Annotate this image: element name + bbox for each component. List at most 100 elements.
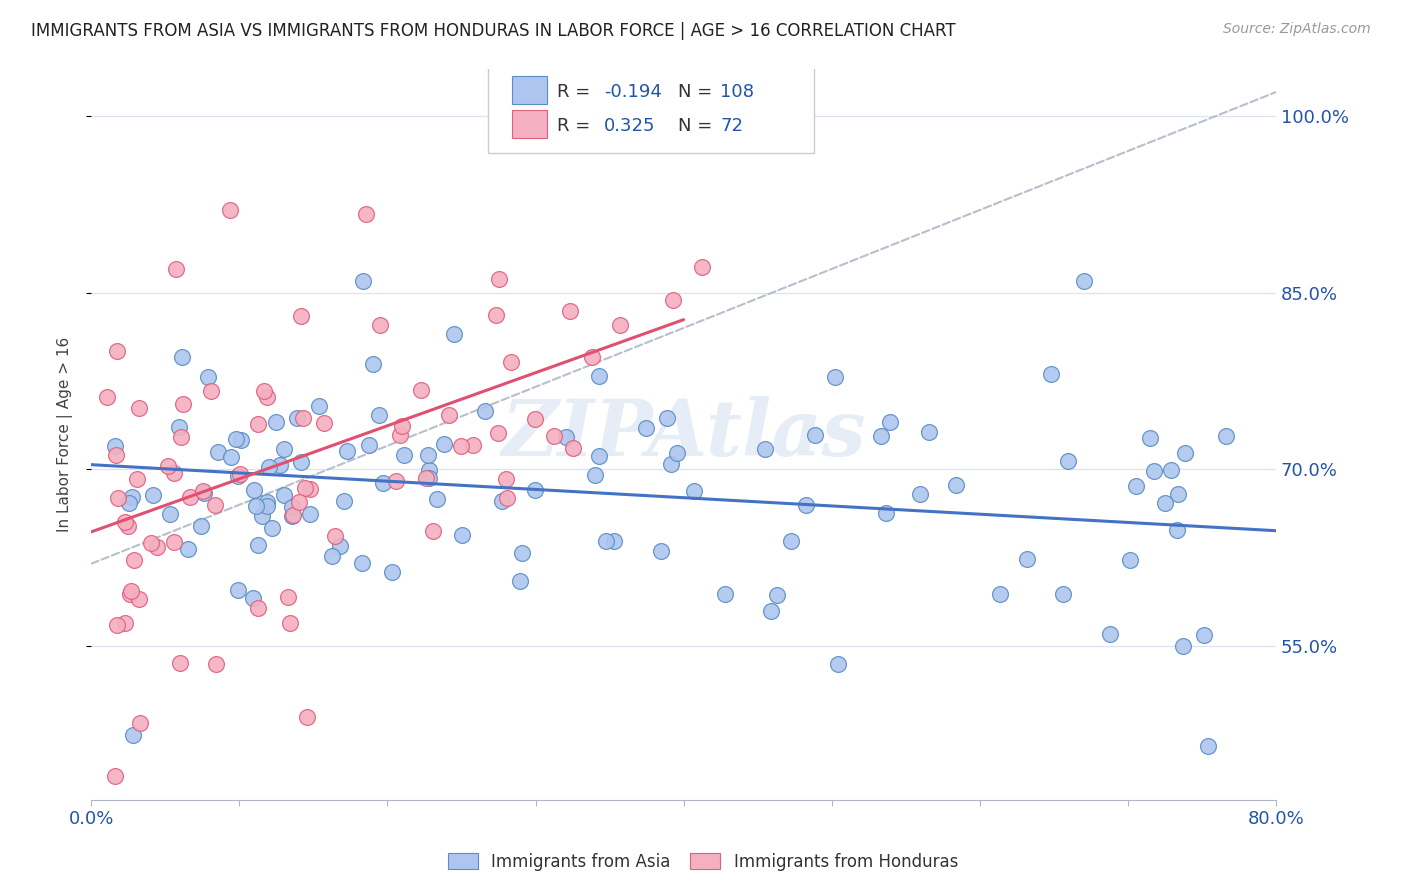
Point: [581, 350, 603, 364]
Point: [474, 404, 496, 418]
Point: [291, 411, 314, 425]
Point: [170, 430, 193, 444]
Point: [659, 457, 682, 471]
Point: [225, 433, 247, 447]
Point: [281, 508, 304, 523]
Point: [368, 408, 391, 422]
Text: R =: R =: [557, 117, 596, 135]
Point: [1056, 454, 1078, 468]
Point: [765, 588, 787, 602]
Point: [122, 728, 145, 742]
Point: [650, 544, 672, 558]
Point: [204, 498, 226, 512]
Point: [555, 430, 578, 444]
Point: [437, 408, 460, 422]
Point: [491, 494, 513, 508]
Point: [385, 474, 408, 488]
Text: 108: 108: [720, 83, 755, 101]
Point: [269, 458, 291, 472]
Point: [988, 587, 1011, 601]
Point: [634, 420, 657, 434]
Point: [193, 483, 215, 498]
Point: [422, 524, 444, 538]
Point: [1166, 523, 1188, 537]
Point: [918, 425, 941, 439]
Point: [560, 304, 582, 318]
Point: [1153, 496, 1175, 510]
Point: [827, 657, 849, 671]
Point: [333, 494, 356, 508]
Point: [713, 587, 735, 601]
Point: [226, 582, 249, 597]
Point: [543, 429, 565, 443]
Point: [336, 443, 359, 458]
Point: [257, 459, 280, 474]
Point: [391, 419, 413, 434]
Point: [146, 540, 169, 554]
Point: [142, 488, 165, 502]
Point: [350, 557, 373, 571]
Point: [200, 384, 222, 398]
Point: [104, 769, 127, 783]
Point: [780, 534, 803, 549]
Point: [96, 391, 118, 405]
Point: [433, 436, 456, 450]
Point: [603, 533, 626, 548]
Text: Source: ZipAtlas.com: Source: ZipAtlas.com: [1223, 22, 1371, 37]
Point: [1099, 627, 1122, 641]
Point: [1017, 551, 1039, 566]
Point: [139, 536, 162, 550]
Point: [666, 446, 689, 460]
Point: [219, 202, 242, 217]
Point: [418, 462, 440, 476]
Point: [281, 508, 304, 523]
Point: [657, 411, 679, 425]
Point: [524, 412, 547, 426]
Point: [388, 427, 411, 442]
Text: R =: R =: [557, 83, 596, 101]
Point: [415, 471, 437, 485]
Point: [609, 318, 631, 333]
Point: [588, 369, 610, 384]
Point: [167, 420, 190, 434]
Point: [1160, 463, 1182, 477]
Point: [329, 539, 352, 553]
Point: [163, 467, 186, 481]
Point: [451, 527, 474, 541]
Point: [1119, 552, 1142, 566]
Point: [359, 438, 381, 452]
Point: [207, 445, 229, 459]
Point: [107, 491, 129, 506]
Point: [294, 481, 316, 495]
Point: [824, 370, 846, 384]
Point: [501, 354, 523, 368]
Point: [231, 433, 253, 447]
Point: [256, 390, 278, 404]
Point: [246, 538, 269, 552]
Point: [759, 604, 782, 618]
Point: [242, 483, 264, 497]
Point: [156, 459, 179, 474]
Point: [321, 549, 343, 563]
Point: [118, 587, 141, 601]
Point: [690, 260, 713, 275]
Point: [804, 427, 827, 442]
Point: [1073, 274, 1095, 288]
Point: [352, 274, 374, 288]
Point: [228, 469, 250, 483]
Point: [104, 439, 127, 453]
Point: [754, 442, 776, 457]
FancyBboxPatch shape: [512, 111, 547, 138]
Point: [193, 486, 215, 500]
Point: [205, 657, 228, 671]
Point: [170, 351, 193, 365]
Text: 0.325: 0.325: [605, 117, 655, 135]
Point: [273, 442, 295, 456]
Point: [312, 416, 335, 430]
FancyBboxPatch shape: [488, 62, 814, 153]
Point: [104, 448, 127, 462]
Point: [443, 327, 465, 342]
Point: [277, 590, 299, 604]
Point: [129, 715, 152, 730]
Point: [165, 262, 187, 277]
